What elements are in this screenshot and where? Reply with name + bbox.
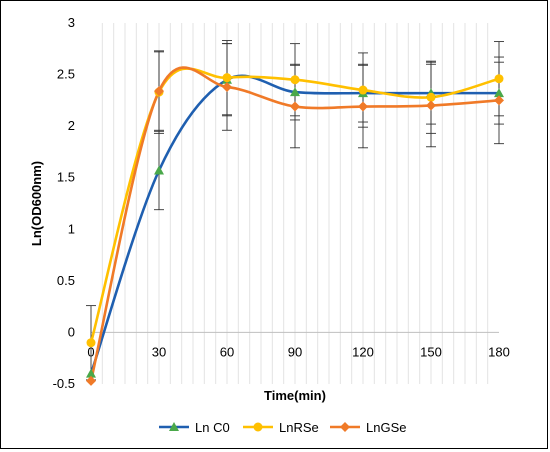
error-bars [86,40,504,381]
legend-marker [340,422,350,432]
data-point [290,87,300,97]
y-tick-label: 1.5 [57,170,75,185]
series-lines [89,66,500,382]
y-tick-label: -0.5 [53,376,75,391]
legend-marker [253,422,263,432]
data-point [154,165,164,175]
y-axis-title: Ln(OD600nm) [29,161,44,246]
x-tick-label: 30 [152,344,166,359]
y-axis-tick-labels: -0.5 0 0.5 1 1.5 2 2.5 3 [53,15,75,391]
x-tick-label: 60 [220,344,234,359]
series-line-2 [89,67,500,344]
data-point [86,338,96,348]
x-axis-title: Time(min) [264,388,326,403]
data-point [426,100,436,111]
x-tick-label: 180 [488,344,510,359]
x-axis-tick-labels: 0 30 60 90 120 150 180 [87,344,509,359]
legend-label: LnGSe [366,420,406,435]
legend: Ln C0 LnRSe LnGSe [159,420,406,435]
series-markers [86,73,504,386]
x-tick-label: 150 [420,344,442,359]
y-tick-label: 3 [68,15,75,30]
data-point [494,95,504,106]
data-point [86,375,96,386]
y-tick-label: 0.5 [57,273,75,288]
data-point [290,75,300,85]
data-point [222,81,232,92]
x-tick-label: 90 [288,344,302,359]
y-tick-label: 2 [68,118,75,133]
y-tick-label: 0 [68,324,75,339]
data-point [494,74,504,84]
legend-marker [169,422,179,431]
y-tick-label: 1 [68,221,75,236]
series-line-3 [89,66,500,382]
series-line-1 [89,74,499,375]
data-point [494,88,504,98]
x-tick-label: 120 [352,344,374,359]
data-point [290,101,300,112]
data-point [358,101,368,112]
data-point [154,86,164,97]
data-point [426,92,436,102]
data-point [358,85,368,95]
data-point [86,368,96,378]
y-tick-label: 2.5 [57,67,75,82]
legend-label: LnRSe [279,420,319,435]
legend-label: Ln C0 [195,420,230,435]
data-point [222,73,232,83]
